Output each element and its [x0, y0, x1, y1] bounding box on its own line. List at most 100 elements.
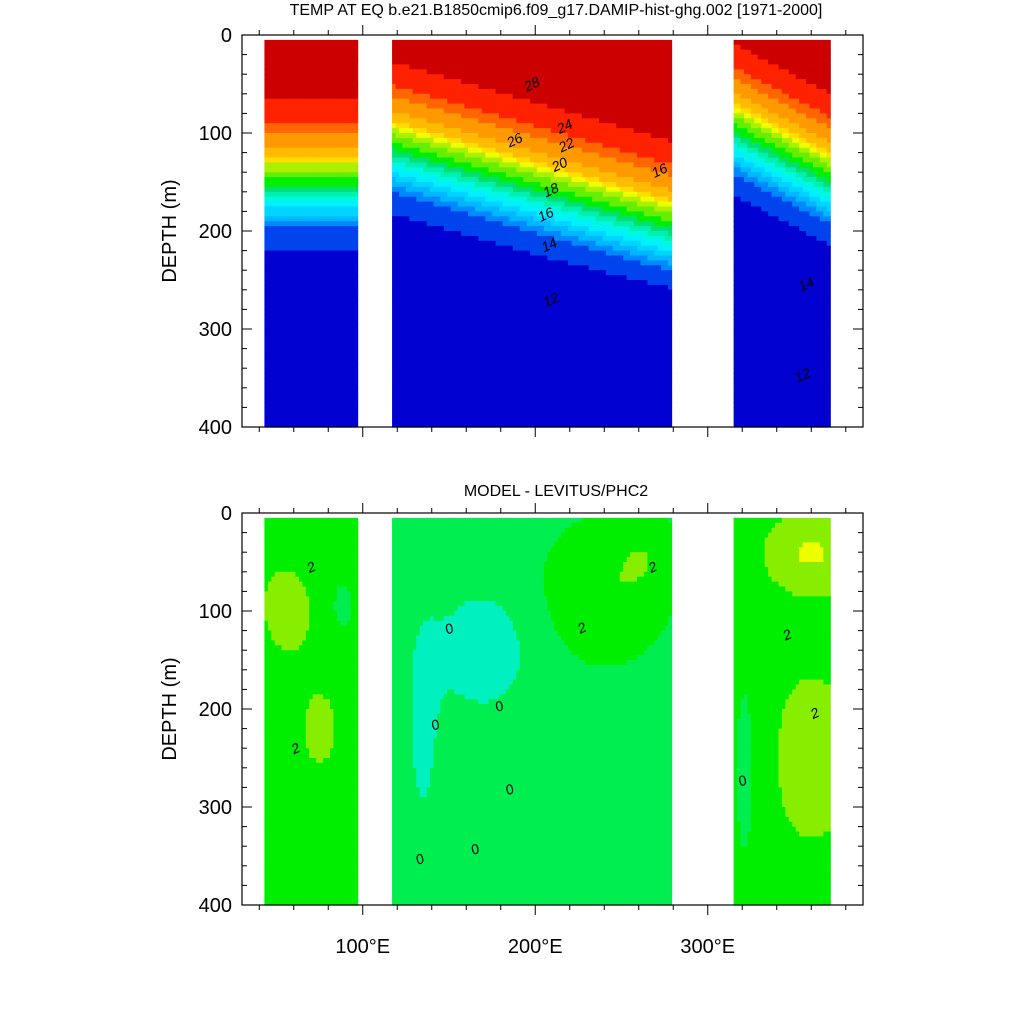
field-cell	[271, 128, 276, 134]
field-cell	[461, 412, 466, 418]
field-cell	[402, 226, 407, 232]
field-cell	[461, 231, 466, 237]
field-cell	[419, 191, 424, 198]
field-cell	[409, 348, 414, 355]
field-cell	[443, 368, 448, 374]
field-cell	[440, 206, 445, 212]
field-cell	[426, 284, 431, 291]
field-cell	[267, 98, 272, 105]
field-cell	[395, 294, 400, 301]
field-cell	[298, 211, 303, 217]
field-cell	[347, 54, 352, 61]
field-cell	[488, 324, 493, 330]
field-cell	[340, 162, 345, 168]
field-cell	[354, 133, 359, 139]
field-cell	[319, 324, 324, 330]
field-cell	[433, 98, 438, 105]
field-cell	[423, 363, 428, 369]
field-cell	[298, 167, 303, 173]
field-cell	[436, 211, 441, 217]
field-cell	[281, 363, 286, 369]
field-cell	[316, 255, 321, 261]
field-cell	[436, 289, 441, 296]
field-cell	[274, 113, 279, 119]
field-cell	[281, 186, 286, 193]
field-cell	[347, 348, 352, 355]
field-cell	[336, 137, 341, 144]
field-cell	[516, 69, 521, 75]
field-cell	[450, 333, 455, 340]
field-cell	[464, 378, 469, 384]
field-cell	[271, 275, 276, 281]
field-cell	[302, 142, 307, 149]
field-cell	[443, 358, 448, 364]
field-cell	[474, 93, 479, 100]
field-cell	[447, 368, 452, 374]
field-cell	[485, 299, 490, 306]
field-cell	[278, 69, 283, 75]
field-cell	[271, 343, 276, 350]
field-cell	[447, 74, 452, 80]
field-cell	[467, 191, 473, 198]
field-cell	[295, 412, 300, 418]
field-cell	[512, 333, 517, 340]
field-cell	[405, 54, 410, 61]
field-cell	[436, 39, 441, 46]
field-cell	[426, 137, 431, 144]
field-cell	[267, 275, 272, 281]
field-cell	[433, 177, 438, 183]
field-cell	[495, 226, 500, 232]
field-cell	[457, 353, 462, 359]
field-cell	[323, 206, 328, 212]
field-cell	[326, 108, 331, 114]
field-cell	[423, 93, 428, 100]
field-cell	[271, 177, 276, 183]
field-cell	[499, 378, 504, 384]
field-cell	[443, 39, 448, 46]
field-cell	[464, 211, 469, 217]
field-cell	[461, 270, 466, 276]
field-cell	[267, 172, 272, 178]
field-cell	[419, 275, 424, 281]
field-cell	[305, 260, 310, 266]
field-cell	[481, 54, 486, 61]
field-cell	[336, 250, 341, 257]
field-cell	[392, 333, 397, 340]
field-cell	[319, 79, 324, 85]
field-cell	[474, 157, 479, 163]
field-cell	[333, 162, 338, 168]
field-cell	[416, 324, 421, 330]
field-cell	[478, 319, 483, 325]
field-cell	[323, 275, 328, 281]
field-cell	[347, 108, 352, 114]
field-cell	[499, 186, 504, 193]
field-cell	[467, 240, 473, 247]
field-cell	[464, 245, 469, 252]
field-cell	[312, 289, 317, 296]
field-cell	[271, 338, 276, 345]
field-cell	[281, 54, 286, 61]
field-cell	[350, 260, 355, 266]
field-cell	[298, 103, 303, 110]
field-cell	[343, 64, 348, 70]
field-cell	[450, 358, 455, 364]
field-cell	[430, 177, 435, 183]
field-cell	[274, 270, 279, 276]
field-cell	[454, 167, 459, 173]
field-cell	[333, 353, 338, 359]
field-cell	[450, 250, 455, 257]
field-cell	[423, 201, 428, 208]
field-cell	[274, 49, 279, 56]
field-cell	[436, 402, 441, 408]
field-cell	[461, 343, 466, 350]
field-cell	[505, 368, 510, 374]
field-cell	[474, 255, 479, 261]
field-cell	[467, 368, 473, 374]
field-cell	[395, 172, 400, 178]
field-cell	[443, 363, 448, 369]
field-cell	[450, 69, 455, 75]
field-cell	[426, 231, 431, 237]
field-cell	[278, 358, 283, 364]
field-cell	[302, 387, 307, 394]
field-cell	[402, 324, 407, 330]
